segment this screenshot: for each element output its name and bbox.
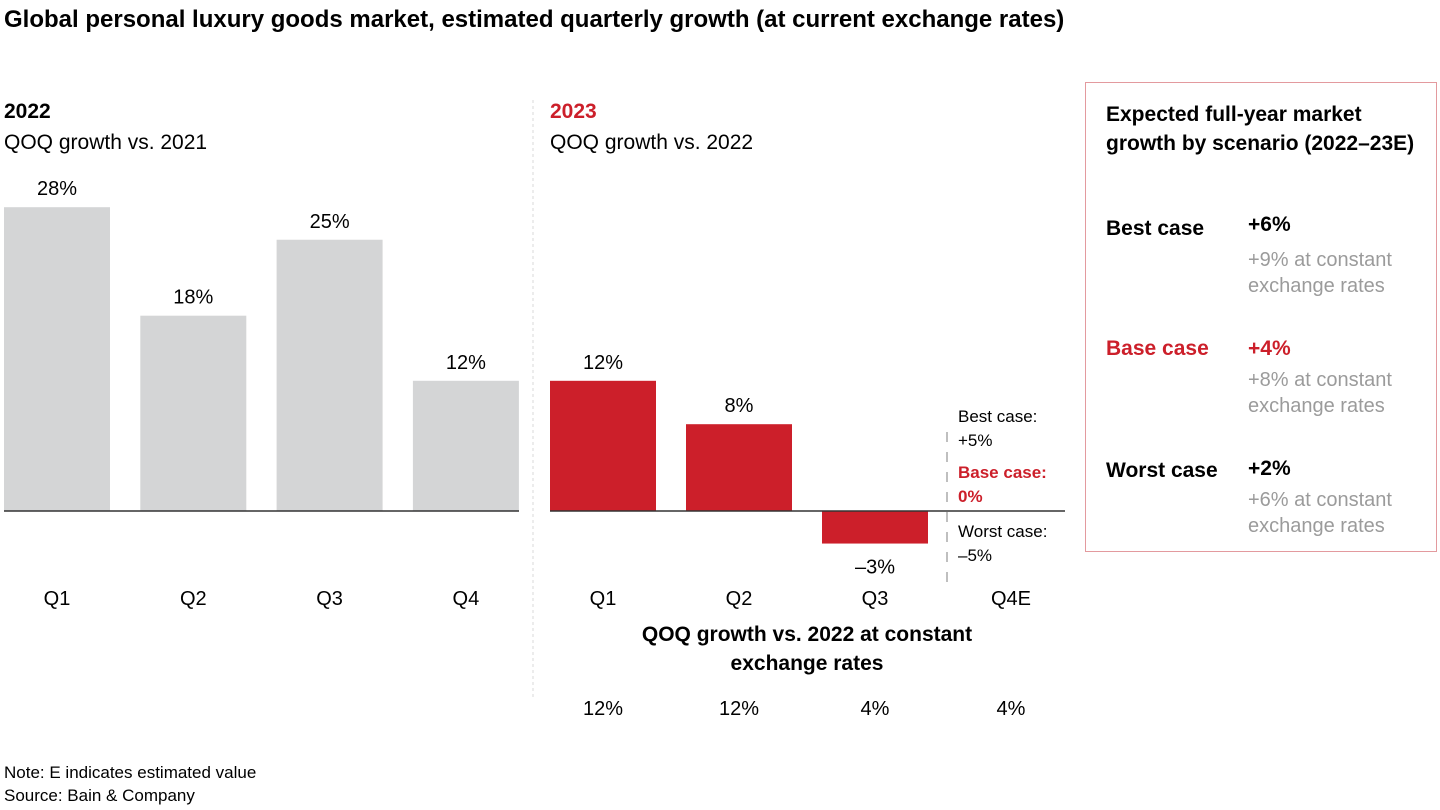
scenario-worst-label: Worst case (1106, 459, 1218, 482)
x-tick-2022-q3: Q3 (316, 588, 343, 610)
x-tick-2023-q2: Q2 (726, 588, 753, 610)
scenario-base-value: +4% (1248, 337, 1291, 360)
bar-2022-q4 (412, 380, 519, 511)
data-label-2022-q1: 28% (37, 178, 77, 200)
scenario-worst-sub: +6% at constant exchange rates (1248, 489, 1392, 537)
bar-2023-q1 (550, 380, 656, 511)
q4e-best-case: Best case: +5% (958, 405, 1037, 453)
data-label-2023-q2: 8% (725, 395, 754, 417)
scenario-base-label: Base case (1106, 337, 1209, 360)
q4e-best-value: +5% (958, 431, 993, 450)
data-label-2023-q3: –3% (855, 557, 895, 579)
scenario-best-label: Best case (1106, 217, 1205, 240)
chart-title: Global personal luxury goods market, est… (4, 6, 1065, 33)
constant-fx-value-q3: 4% (861, 698, 890, 720)
scenario-box: Expected full-year market growth by scen… (1085, 82, 1437, 552)
constant-fx-title: QOQ growth vs. 2022 at constant exchange… (641, 623, 973, 675)
year-2022-heading: 2022 (4, 100, 51, 123)
constant-fx-value-q2: 12% (719, 698, 759, 720)
x-tick-2022-q2: Q2 (180, 588, 207, 610)
bar-2023-q2 (686, 424, 792, 511)
year-2022-subtitle: QOQ growth vs. 2021 (4, 131, 208, 154)
q4e-base-case: Base case: 0% (958, 461, 1047, 509)
year-2023-subtitle: QOQ growth vs. 2022 (550, 131, 754, 154)
x-tick-2023-q1: Q1 (590, 588, 617, 610)
data-label-2022-q2: 18% (173, 287, 213, 309)
bar-2023-q3 (822, 511, 928, 544)
bar-2022-q2 (140, 315, 247, 511)
constant-fx-value-q4e: 4% (997, 698, 1026, 720)
q4e-worst-case: Worst case: –5% (958, 520, 1047, 568)
year-2023-heading: 2023 (550, 100, 597, 123)
x-tick-2023-q4e: Q4E (991, 588, 1031, 610)
source-text: Source: Bain & Company (4, 786, 195, 805)
q4e-worst-label: Worst case: (958, 522, 1048, 541)
scenario-base-sub: +8% at constant exchange rates (1248, 369, 1392, 417)
q4e-base-label: Base case: (958, 463, 1047, 482)
scenario-best-value: +6% (1248, 213, 1291, 236)
data-label-2022-q3: 25% (310, 211, 350, 233)
bar-2022-q1 (4, 207, 110, 511)
scenario-worst-value: +2% (1248, 457, 1291, 480)
q4e-best-label: Best case: (958, 407, 1038, 426)
scenario-box-title: Expected full-year market growth by scen… (1106, 103, 1415, 155)
data-label-2023-q1: 12% (583, 352, 623, 374)
x-tick-2022-q4: Q4 (453, 588, 480, 610)
q4e-base-value: 0% (958, 487, 983, 506)
constant-fx-value-q1: 12% (583, 698, 623, 720)
q4e-worst-value: –5% (958, 546, 993, 565)
x-tick-2023-q3: Q3 (862, 588, 889, 610)
scenario-best-sub: +9% at constant exchange rates (1248, 249, 1392, 297)
x-tick-2022-q1: Q1 (44, 588, 71, 610)
note-text: Note: E indicates estimated value (4, 763, 257, 782)
bar-2022-q3 (276, 239, 383, 511)
data-label-2022-q4: 12% (446, 352, 486, 374)
